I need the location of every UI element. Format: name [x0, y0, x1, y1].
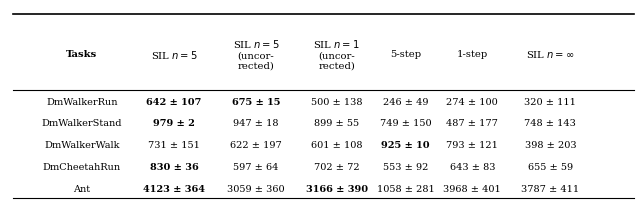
Text: SIL $n=\infty$: SIL $n=\infty$ — [526, 49, 575, 60]
Text: 601 ± 108: 601 ± 108 — [311, 141, 362, 150]
Text: 5-step: 5-step — [390, 50, 421, 59]
Text: 3787 ± 411: 3787 ± 411 — [522, 185, 579, 194]
Text: 3968 ± 401: 3968 ± 401 — [444, 185, 501, 194]
Text: DmWalkerRun: DmWalkerRun — [46, 98, 118, 106]
Text: 597 ± 64: 597 ± 64 — [234, 163, 278, 172]
Text: SIL $n=5$
(uncor-
rected): SIL $n=5$ (uncor- rected) — [232, 38, 280, 71]
Text: 553 ± 92: 553 ± 92 — [383, 163, 428, 172]
Text: 731 ± 151: 731 ± 151 — [148, 141, 200, 150]
Text: 500 ± 138: 500 ± 138 — [311, 98, 362, 106]
Text: 4123 ± 364: 4123 ± 364 — [143, 185, 205, 194]
Text: 947 ± 18: 947 ± 18 — [233, 119, 279, 128]
Text: Ant: Ant — [74, 185, 90, 194]
Text: 925 ± 10: 925 ± 10 — [381, 141, 430, 150]
Text: 675 ± 15: 675 ± 15 — [232, 98, 280, 106]
Text: DmWalkerStand: DmWalkerStand — [42, 119, 122, 128]
Text: DmCheetahRun: DmCheetahRun — [43, 163, 121, 172]
Text: SIL $n=5$: SIL $n=5$ — [150, 48, 198, 61]
Text: 655 ± 59: 655 ± 59 — [528, 163, 573, 172]
Text: 320 ± 111: 320 ± 111 — [524, 98, 577, 106]
Text: 748 ± 143: 748 ± 143 — [524, 119, 577, 128]
Text: Tasks: Tasks — [67, 50, 97, 59]
Text: 3166 ± 390: 3166 ± 390 — [305, 185, 368, 194]
Text: 1-step: 1-step — [457, 50, 488, 59]
Text: 642 ± 107: 642 ± 107 — [147, 98, 202, 106]
Text: DmWalkerWalk: DmWalkerWalk — [44, 141, 120, 150]
Text: 274 ± 100: 274 ± 100 — [447, 98, 498, 106]
Text: 793 ± 121: 793 ± 121 — [446, 141, 499, 150]
Text: 487 ± 177: 487 ± 177 — [446, 119, 499, 128]
Text: 398 ± 203: 398 ± 203 — [525, 141, 576, 150]
Text: 830 ± 36: 830 ± 36 — [150, 163, 198, 172]
Text: 1058 ± 281: 1058 ± 281 — [377, 185, 435, 194]
Text: 3059 ± 360: 3059 ± 360 — [227, 185, 285, 194]
Text: SIL $n=1$
(uncor-
rected): SIL $n=1$ (uncor- rected) — [314, 38, 360, 71]
Text: 702 ± 72: 702 ± 72 — [314, 163, 360, 172]
Text: 899 ± 55: 899 ± 55 — [314, 119, 359, 128]
Text: 979 ± 2: 979 ± 2 — [153, 119, 195, 128]
Text: 246 ± 49: 246 ± 49 — [383, 98, 429, 106]
Text: 622 ± 197: 622 ± 197 — [230, 141, 282, 150]
Text: 643 ± 83: 643 ± 83 — [449, 163, 495, 172]
Text: 749 ± 150: 749 ± 150 — [380, 119, 431, 128]
